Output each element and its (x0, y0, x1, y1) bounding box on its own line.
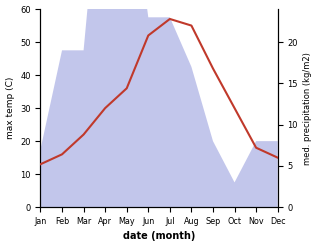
Y-axis label: med. precipitation (kg/m2): med. precipitation (kg/m2) (303, 52, 313, 165)
Y-axis label: max temp (C): max temp (C) (5, 77, 15, 139)
X-axis label: date (month): date (month) (123, 231, 195, 242)
